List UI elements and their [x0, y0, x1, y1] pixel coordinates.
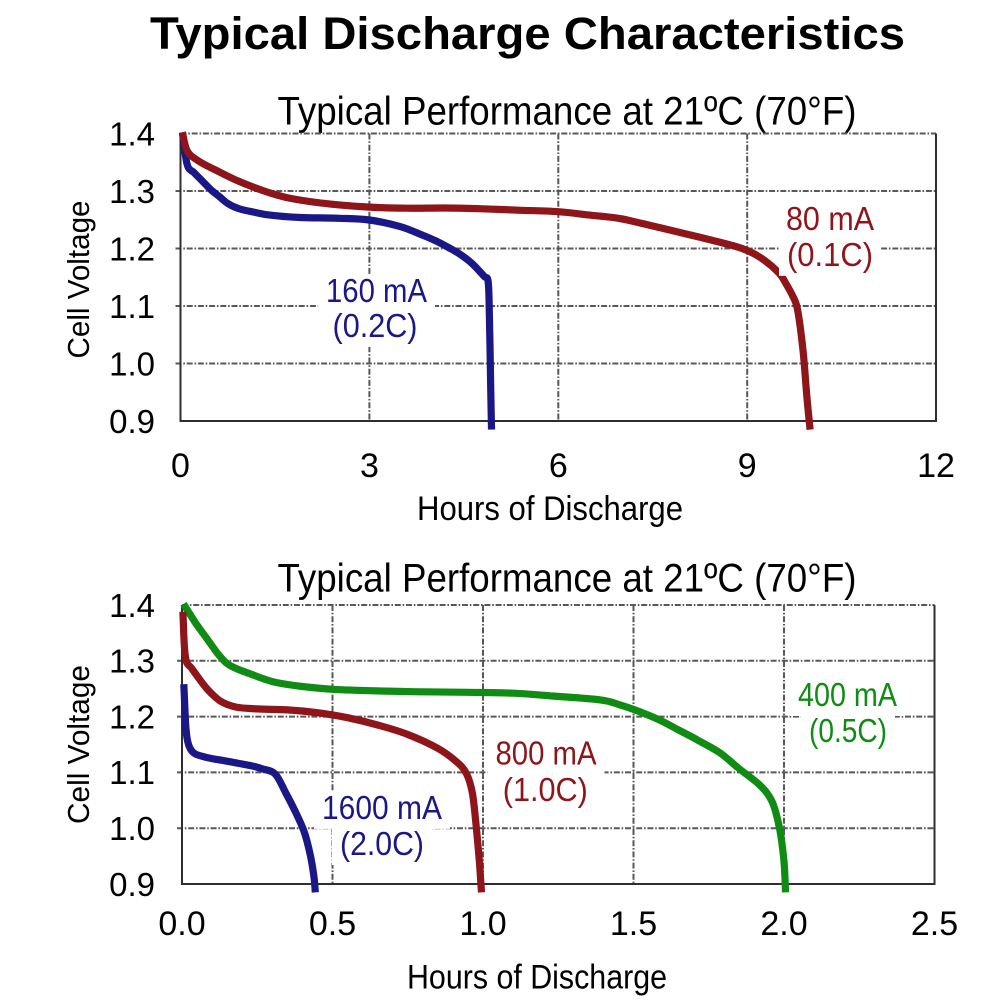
svg-text:0.9: 0.9 — [109, 403, 155, 440]
svg-text:2.5: 2.5 — [911, 905, 958, 943]
svg-text:800 mA: 800 mA — [496, 734, 597, 771]
svg-text:1.0: 1.0 — [109, 345, 155, 382]
svg-text:(0.5C): (0.5C) — [809, 712, 887, 749]
svg-text:Hours of Discharge: Hours of Discharge — [407, 959, 667, 997]
svg-text:160 mA: 160 mA — [326, 272, 427, 309]
svg-text:(0.2C): (0.2C) — [333, 307, 418, 344]
svg-text:1.3: 1.3 — [109, 643, 155, 680]
svg-text:Typical Discharge Characterist: Typical Discharge Characteristics — [150, 8, 905, 59]
svg-text:1.2: 1.2 — [109, 230, 155, 267]
svg-text:Cell Voltage: Cell Voltage — [61, 201, 96, 359]
svg-text:Cell Voltage: Cell Voltage — [61, 665, 96, 824]
svg-text:1.5: 1.5 — [610, 905, 657, 943]
svg-text:400 mA: 400 mA — [798, 676, 897, 713]
svg-text:1.4: 1.4 — [109, 587, 155, 624]
svg-text:1.2: 1.2 — [109, 698, 155, 735]
svg-text:1600 mA: 1600 mA — [322, 789, 442, 826]
svg-text:0.0: 0.0 — [158, 905, 205, 943]
svg-text:1.0: 1.0 — [109, 810, 155, 847]
svg-text:0: 0 — [171, 447, 190, 485]
svg-text:80 mA: 80 mA — [786, 200, 874, 237]
svg-text:1.3: 1.3 — [109, 173, 155, 210]
svg-text:1.0: 1.0 — [459, 905, 506, 943]
svg-text:12: 12 — [917, 447, 955, 485]
svg-text:(1.0C): (1.0C) — [503, 771, 588, 808]
svg-text:0.5: 0.5 — [309, 905, 356, 943]
svg-text:9: 9 — [738, 447, 757, 485]
svg-text:2.0: 2.0 — [760, 905, 807, 943]
svg-text:0.9: 0.9 — [109, 866, 155, 903]
svg-text:Hours of Discharge: Hours of Discharge — [417, 490, 683, 528]
svg-text:Typical Performance at 21ºC (7: Typical Performance at 21ºC (70°F) — [278, 556, 857, 600]
svg-text:6: 6 — [549, 447, 568, 485]
svg-text:(0.1C): (0.1C) — [787, 236, 873, 273]
svg-text:3: 3 — [360, 447, 379, 485]
svg-text:1.1: 1.1 — [109, 754, 155, 791]
svg-text:1.1: 1.1 — [109, 288, 155, 325]
svg-text:1.4: 1.4 — [109, 115, 155, 152]
svg-text:(2.0C): (2.0C) — [340, 825, 424, 862]
svg-text:Typical Performance at 21ºC (7: Typical Performance at 21ºC (70°F) — [278, 90, 857, 134]
